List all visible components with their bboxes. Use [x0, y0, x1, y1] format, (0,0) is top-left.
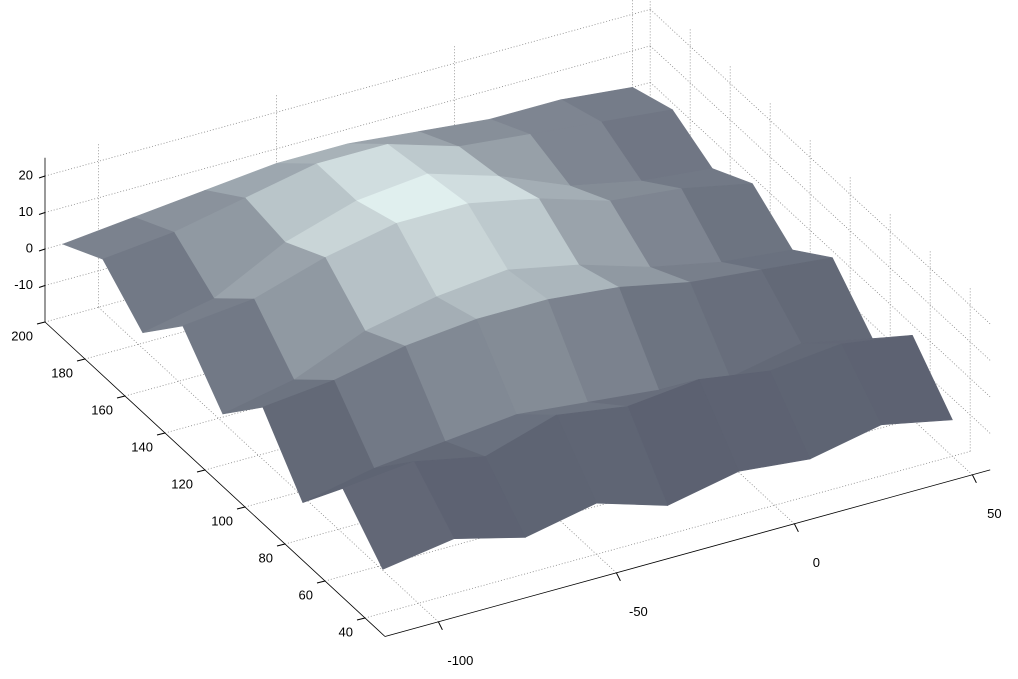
x-tick [437, 621, 443, 631]
y-tick [236, 506, 246, 510]
x-tick-label: -100 [447, 653, 473, 668]
z-tick-label: -10 [14, 277, 33, 292]
y-tick [316, 580, 326, 584]
x-tick-label: 0 [813, 555, 820, 570]
x-tick-label: -50 [629, 604, 648, 619]
z-tick [38, 248, 46, 252]
y-tick-label: 60 [299, 587, 313, 602]
axis-line [384, 469, 991, 637]
y-tick [196, 469, 206, 473]
x-tick [793, 523, 799, 533]
y-tick-label: 160 [91, 402, 113, 417]
y-tick [116, 395, 126, 399]
y-tick [76, 358, 86, 362]
wall-grid-line [649, 45, 991, 361]
y-tick-label: 200 [11, 328, 33, 343]
y-tick-label: 180 [51, 365, 73, 380]
y-tick [36, 321, 46, 325]
floor-grid-line [98, 307, 439, 623]
x-tick [971, 474, 977, 484]
wall-grid-line [649, 9, 991, 325]
y-tick [356, 617, 366, 621]
z-tick [38, 175, 46, 179]
y-tick [156, 432, 166, 436]
z-tick-label: 20 [19, 167, 33, 182]
y-tick-label: 40 [339, 624, 353, 639]
y-tick-label: 140 [131, 439, 153, 454]
z-tick-label: 10 [19, 204, 33, 219]
z-tick [38, 212, 46, 215]
y-tick-label: 120 [171, 476, 193, 491]
wall-grid-line [649, 82, 991, 398]
surface-patch [342, 461, 455, 570]
y-tick-label: 80 [259, 550, 273, 565]
z-tick [38, 285, 46, 288]
y-tick [276, 543, 286, 547]
y-tick-label: 100 [211, 513, 233, 528]
z-tick-label: 0 [26, 240, 33, 255]
x-tick-label: 50 [987, 506, 1001, 521]
x-tick [615, 572, 621, 582]
axis-line [44, 321, 386, 637]
